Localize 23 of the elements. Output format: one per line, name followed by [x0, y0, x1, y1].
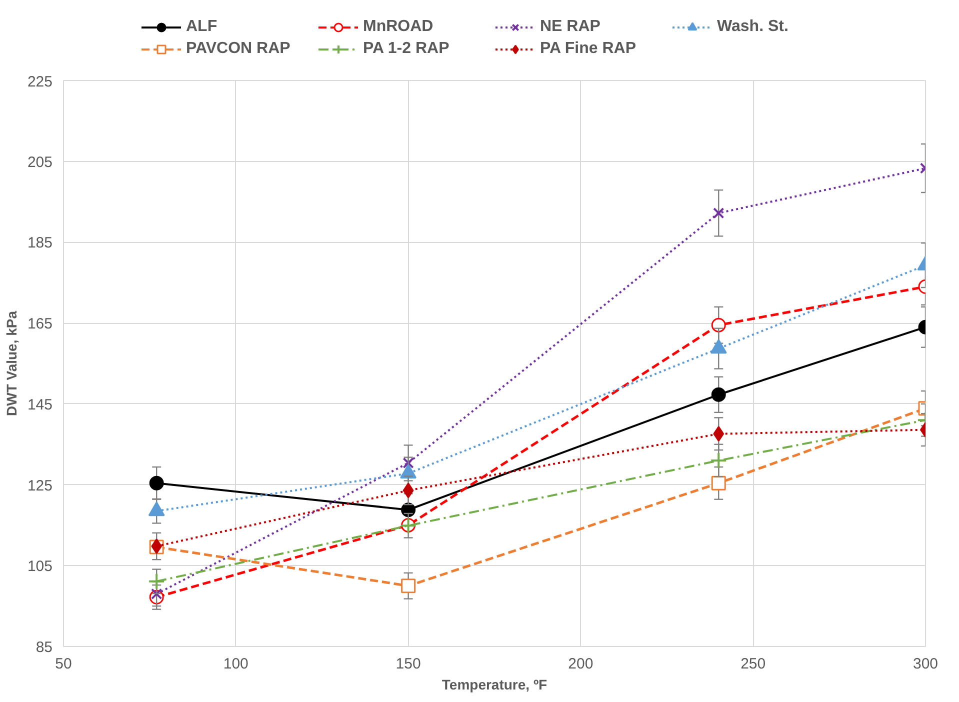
x-tick-label: 300 — [912, 656, 938, 672]
x-tick-label: 250 — [740, 656, 766, 672]
legend-label: PA Fine RAP — [540, 40, 638, 58]
x-axis-title: Temperature, ºF — [442, 676, 548, 692]
y-tick-label: 165 — [27, 316, 53, 333]
y-tick-label: 225 — [27, 74, 53, 90]
y-tick-label: 205 — [27, 154, 53, 171]
legend-label: PA 1-2 RAP — [363, 40, 450, 58]
legend-label: PAVCON RAP — [186, 40, 292, 58]
legend-label: Wash. St. — [717, 18, 790, 36]
y-axis-title: DWT Value, kPa — [3, 310, 20, 416]
x-tick-label: 100 — [223, 656, 248, 672]
y-tick-label: 125 — [27, 477, 53, 494]
x-tick-label: 200 — [568, 656, 594, 672]
legend-label: NE RAP — [540, 18, 602, 36]
x-tick-label: 50 — [55, 656, 72, 672]
y-tick-label: 85 — [36, 639, 53, 656]
y-tick-label: 145 — [27, 396, 53, 414]
y-tick-label: 105 — [27, 558, 53, 576]
legend-label: ALF — [186, 18, 218, 36]
y-tick-label: 185 — [27, 234, 53, 252]
x-tick-label: 150 — [396, 656, 421, 672]
legend-label: MnROAD — [363, 18, 434, 36]
